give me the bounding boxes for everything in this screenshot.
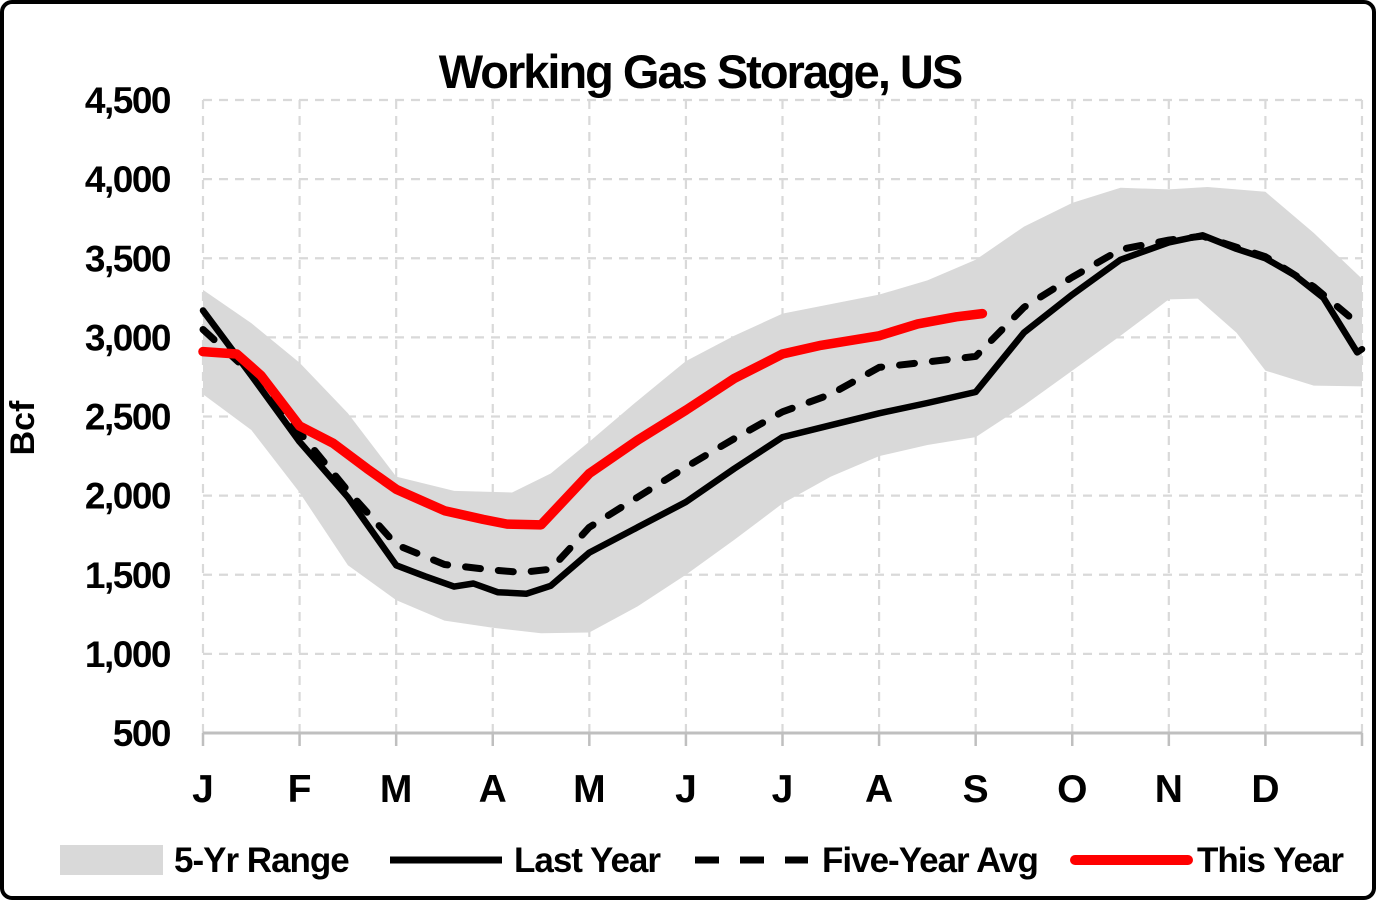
y-axis-tick-label: 2,500 bbox=[85, 397, 171, 438]
x-axis-month-label: M bbox=[380, 768, 413, 811]
y-axis-tick-label: 4,000 bbox=[85, 159, 171, 200]
y-axis-labels: 4,500 4,000 3,500 3,000 2,500 2,000 1,500 1,000… bbox=[85, 80, 173, 754]
x-axis-month-label: J bbox=[772, 768, 794, 811]
legend-band-swatch bbox=[60, 845, 163, 875]
x-axis-month-label: S bbox=[963, 768, 989, 811]
y-axis-tick-label: 2,000 bbox=[85, 476, 171, 517]
y-axis-unit-label: Bcf bbox=[4, 400, 42, 455]
x-axis-month-label: A bbox=[479, 768, 507, 811]
x-axis-month-label: F bbox=[288, 768, 312, 811]
this-year-line bbox=[198, 308, 988, 530]
x-axis bbox=[201, 731, 1364, 746]
legend-item-this-year: This Year bbox=[1070, 841, 1345, 880]
y-axis-tick-label: 1,500 bbox=[85, 555, 171, 596]
y-axis-tick-label: 500 bbox=[113, 713, 171, 754]
x-axis-month-label: J bbox=[192, 768, 214, 811]
legend-item-five-year-avg: Five-Year Avg bbox=[695, 841, 1039, 880]
series-layer bbox=[198, 232, 1366, 597]
legend-item-label: Last Year bbox=[514, 841, 661, 880]
x-axis-month-label: D bbox=[1251, 768, 1279, 811]
legend-item-label: 5-Yr Range bbox=[174, 841, 349, 880]
chart-title: Working Gas Storage, US bbox=[439, 45, 962, 98]
legend-item-label: This Year bbox=[1197, 841, 1344, 880]
legend-item-last-year: Last Year bbox=[390, 841, 662, 880]
legend-item-5-yr-range: 5-Yr Range bbox=[60, 841, 350, 880]
legend: 5-Yr Range Last Year Five-Year Avg This Yea… bbox=[60, 841, 1345, 880]
x-axis-month-label: O bbox=[1057, 768, 1087, 811]
y-axis-tick-label: 4,500 bbox=[85, 80, 171, 121]
x-axis-month-label: A bbox=[865, 768, 893, 811]
legend-item-label: Five-Year Avg bbox=[822, 841, 1038, 880]
x-axis-month-label: N bbox=[1155, 768, 1183, 811]
y-axis-tick-label: 1,000 bbox=[85, 634, 171, 675]
x-axis-month-label: M bbox=[573, 768, 606, 811]
y-axis-tick-label: 3,000 bbox=[85, 317, 171, 358]
five-year-avg-line bbox=[199, 232, 1366, 576]
y-axis-tick-label: 3,500 bbox=[85, 238, 171, 279]
x-axis-month-label: J bbox=[675, 768, 697, 811]
